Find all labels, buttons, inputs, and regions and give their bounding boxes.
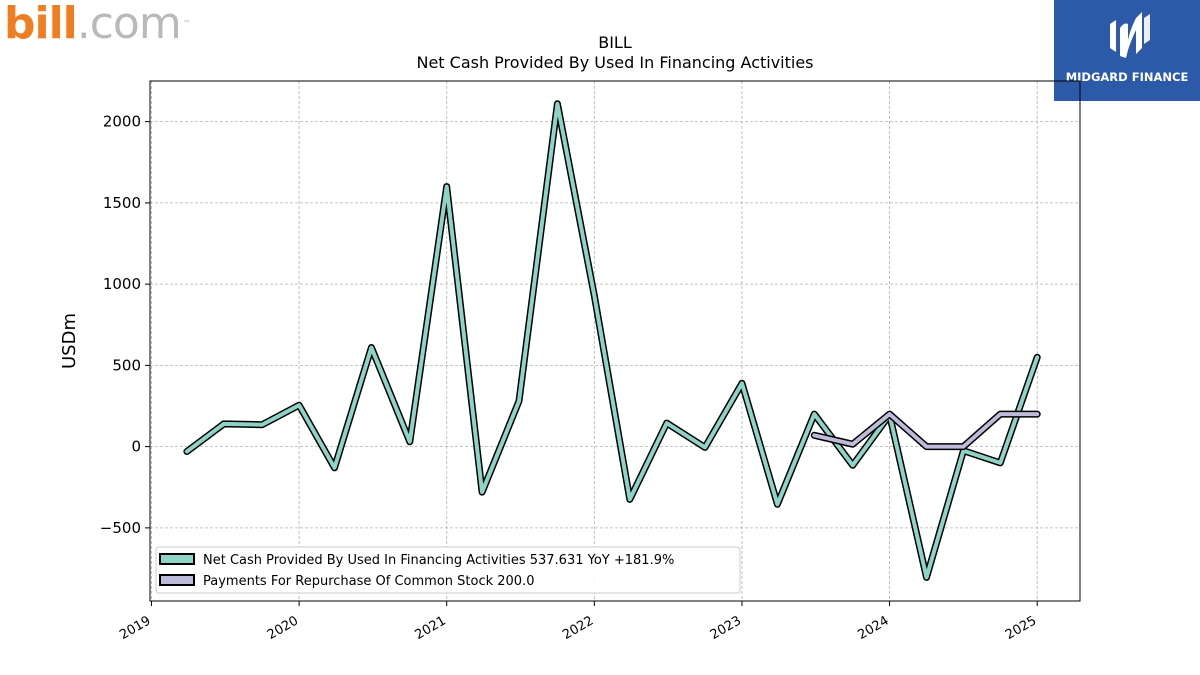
x-tick-label: 2022 bbox=[560, 613, 596, 643]
bill-logo: bill .com ™ bbox=[4, 0, 191, 49]
legend-label: Payments For Repurchase Of Common Stock … bbox=[203, 574, 534, 589]
data-point bbox=[518, 400, 520, 402]
x-tick-label: 2024 bbox=[855, 613, 891, 643]
data-point bbox=[962, 446, 964, 448]
data-point bbox=[298, 404, 300, 406]
midgard-logo-text: MIDGARD FINANCE bbox=[1066, 70, 1189, 84]
data-point bbox=[813, 413, 815, 415]
data-point bbox=[446, 186, 448, 188]
data-point bbox=[999, 462, 1001, 464]
data-point bbox=[852, 443, 854, 445]
x-tick-label: 2019 bbox=[117, 613, 153, 643]
bill-logo-main: bill bbox=[4, 0, 78, 49]
legend-swatch bbox=[159, 553, 195, 565]
legend-swatch bbox=[159, 574, 195, 586]
x-tick-label: 2021 bbox=[413, 613, 449, 643]
x-tick-label: 2020 bbox=[265, 613, 301, 643]
data-point bbox=[261, 424, 263, 426]
data-point bbox=[370, 346, 373, 349]
data-point bbox=[776, 503, 778, 505]
y-tick-label: −500 bbox=[100, 519, 141, 537]
y-tick-label: 2000 bbox=[103, 113, 141, 131]
series-line bbox=[184, 101, 1040, 580]
midgard-finance-logo: MIDGARD FINANCE bbox=[1054, 0, 1200, 101]
data-point bbox=[925, 446, 928, 448]
data-point bbox=[481, 491, 483, 493]
data-point bbox=[852, 464, 854, 466]
plot-frame bbox=[149, 80, 1081, 602]
data-point bbox=[593, 294, 595, 297]
data-point bbox=[556, 103, 559, 105]
data-point bbox=[741, 382, 743, 384]
legend-label: Net Cash Provided By Used In Financing A… bbox=[203, 553, 674, 568]
legend: Net Cash Provided By Used In Financing A… bbox=[155, 546, 741, 594]
chart-subtitle: Net Cash Provided By Used In Financing A… bbox=[416, 53, 814, 72]
data-point bbox=[813, 434, 815, 436]
data-point bbox=[223, 423, 225, 425]
x-tick-label: 2023 bbox=[708, 613, 744, 643]
data-point bbox=[1036, 356, 1038, 358]
midgard-logo-icon: MIDGARD FINANCE bbox=[1066, 12, 1189, 84]
data-point bbox=[666, 422, 668, 424]
series-layer bbox=[183, 100, 1041, 581]
y-tick-label: 500 bbox=[112, 356, 141, 374]
data-point bbox=[925, 576, 928, 579]
grid bbox=[150, 81, 1080, 601]
y-tick-label: 0 bbox=[131, 438, 141, 456]
legend-box bbox=[155, 546, 741, 594]
bill-logo-tm: ™ bbox=[182, 19, 191, 28]
y-axis-label: USDm bbox=[59, 313, 80, 369]
y-tick-label: 1000 bbox=[103, 275, 141, 293]
data-point bbox=[962, 450, 964, 452]
chart-title: BILL bbox=[598, 33, 632, 52]
data-point bbox=[888, 413, 891, 415]
data-point bbox=[186, 450, 188, 453]
data-point bbox=[704, 446, 706, 449]
data-point bbox=[629, 498, 631, 501]
x-tick-label: 2025 bbox=[1003, 613, 1039, 643]
data-point bbox=[999, 413, 1001, 415]
data-point bbox=[1036, 413, 1038, 415]
data-point bbox=[409, 441, 411, 443]
data-point bbox=[333, 467, 336, 469]
y-tick-label: 1500 bbox=[103, 194, 141, 212]
bill-logo-suffix: .com bbox=[76, 0, 182, 49]
